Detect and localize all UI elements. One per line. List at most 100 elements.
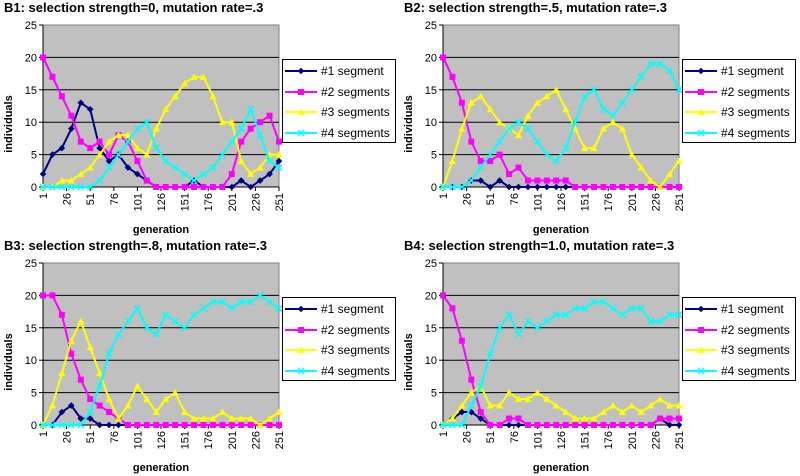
y-tick-label: 15 xyxy=(425,323,437,335)
legend-marker xyxy=(298,326,304,333)
data-point xyxy=(218,151,226,159)
data-point xyxy=(209,92,217,100)
y-axis-label: individuals xyxy=(403,333,415,391)
data-point xyxy=(124,138,132,146)
data-point xyxy=(48,401,57,409)
data-point xyxy=(637,304,645,312)
y-tick-label: 15 xyxy=(425,85,437,97)
data-point xyxy=(609,184,616,190)
data-point xyxy=(77,183,85,191)
data-point xyxy=(628,422,635,428)
data-point xyxy=(449,305,456,312)
data-point xyxy=(543,177,550,184)
x-tick-label: 126 xyxy=(556,193,568,211)
data-point xyxy=(440,54,446,61)
y-tick-label: 5 xyxy=(431,388,437,400)
data-point xyxy=(124,164,132,171)
data-point xyxy=(247,125,254,132)
data-point xyxy=(486,105,494,113)
data-point xyxy=(219,422,226,428)
y-tick-label: 25 xyxy=(25,20,37,32)
data-point xyxy=(256,177,264,184)
data-point xyxy=(39,183,47,191)
data-point xyxy=(181,184,188,190)
data-point xyxy=(619,422,626,428)
data-point xyxy=(105,157,113,165)
legend-swatch xyxy=(685,326,717,333)
data-point xyxy=(486,151,494,159)
legend: #1 segment #2 segments #3 segments #4 segme… xyxy=(282,59,396,143)
data-point xyxy=(68,125,75,132)
legend-marker xyxy=(697,67,705,75)
data-point xyxy=(143,118,151,126)
x-tick-label: 251 xyxy=(274,193,286,211)
legend-marker xyxy=(697,128,705,137)
data-point xyxy=(86,105,94,113)
data-point xyxy=(448,183,456,191)
y-tick-label: 20 xyxy=(425,52,437,64)
x-tick-label: 51 xyxy=(85,193,97,205)
data-point xyxy=(96,138,103,145)
data-point xyxy=(209,298,217,306)
x-tick-label: 226 xyxy=(250,431,262,449)
data-point xyxy=(514,118,523,126)
data-point xyxy=(266,157,274,165)
legend-swatch xyxy=(285,346,317,353)
data-point xyxy=(628,86,636,94)
data-point xyxy=(647,317,655,325)
y-axis-label: individuals xyxy=(3,333,15,391)
data-point xyxy=(477,409,484,416)
data-point xyxy=(543,395,551,403)
data-point xyxy=(68,350,75,357)
data-point xyxy=(467,176,475,185)
data-point xyxy=(228,171,235,178)
data-point xyxy=(96,382,104,390)
data-point xyxy=(228,422,235,428)
data-point xyxy=(191,184,198,190)
legend-label: #4 segments xyxy=(321,363,390,378)
data-point xyxy=(48,183,56,191)
x-tick-label: 51 xyxy=(485,431,497,443)
data-point xyxy=(134,170,141,178)
y-tick-label: 20 xyxy=(25,290,37,302)
legend-item: #3 segments xyxy=(283,102,395,122)
data-point xyxy=(247,414,255,422)
data-point xyxy=(458,337,465,344)
data-point xyxy=(562,408,570,416)
x-tick-label: 176 xyxy=(203,431,215,449)
data-point xyxy=(171,317,179,325)
x-tick-label: 76 xyxy=(509,193,521,205)
data-point xyxy=(181,79,189,87)
data-point xyxy=(619,184,626,190)
legend-marker xyxy=(297,67,305,75)
data-point xyxy=(477,415,485,422)
data-point xyxy=(440,292,446,299)
data-point xyxy=(86,343,94,351)
legend-label: #3 segments xyxy=(721,343,790,357)
data-point xyxy=(77,376,84,383)
x-tick-label: 1 xyxy=(38,193,50,199)
data-point xyxy=(562,177,569,184)
data-point xyxy=(172,184,179,190)
x-tick-label: 126 xyxy=(556,431,568,449)
data-point xyxy=(637,163,645,171)
data-point xyxy=(562,105,570,113)
data-point xyxy=(58,311,65,318)
data-point xyxy=(86,183,94,191)
data-point xyxy=(143,422,150,428)
chart-panel: 0 5 10 15 20 25 1 26 51 76 101 126 151 176 201 226 251 B3… xyxy=(0,238,400,476)
x-tick-label: 251 xyxy=(274,431,286,449)
data-point xyxy=(237,157,245,165)
data-point xyxy=(572,422,579,428)
data-point xyxy=(467,99,475,106)
data-point xyxy=(105,395,113,403)
data-point xyxy=(96,402,103,409)
x-tick-label: 26 xyxy=(462,193,474,205)
data-point xyxy=(209,422,216,428)
data-point xyxy=(581,422,588,428)
data-point xyxy=(219,184,226,190)
legend-marker xyxy=(297,128,305,137)
data-point xyxy=(58,369,66,377)
data-point xyxy=(515,421,522,429)
